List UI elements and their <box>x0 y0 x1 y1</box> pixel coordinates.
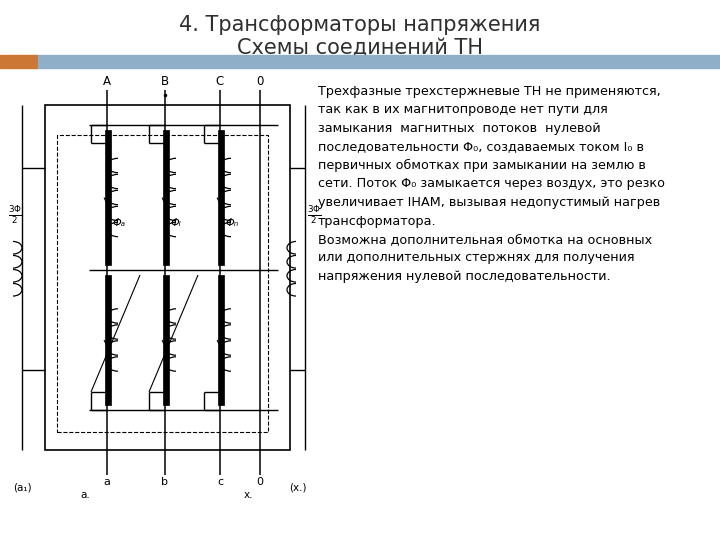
Text: Возможна дополнительная обмотка на основных: Возможна дополнительная обмотка на основ… <box>318 233 652 246</box>
Text: сети. Поток Φ₀ замыкается через воздух, это резко: сети. Поток Φ₀ замыкается через воздух, … <box>318 178 665 191</box>
Text: b: b <box>161 477 168 487</box>
Text: Трехфазные трехстержневые ТН не применяются,: Трехфазные трехстержневые ТН не применяю… <box>318 85 661 98</box>
Bar <box>218 275 224 405</box>
Text: Схемы соединений ТН: Схемы соединений ТН <box>237 38 483 58</box>
Text: 4. Трансформаторы напряжения: 4. Трансформаторы напряжения <box>179 15 541 35</box>
Text: первичных обмотках при замыкании на землю в: первичных обмотках при замыкании на земл… <box>318 159 646 172</box>
Text: Φₙ: Φₙ <box>225 218 238 227</box>
Text: $\frac{3\Phi}{2}$: $\frac{3\Phi}{2}$ <box>8 204 22 226</box>
Text: A: A <box>103 75 111 88</box>
Text: напряжения нулевой последовательности.: напряжения нулевой последовательности. <box>318 270 611 283</box>
Text: Φₐ: Φₐ <box>112 218 125 227</box>
Bar <box>57 135 268 432</box>
Text: 0: 0 <box>256 477 264 487</box>
Bar <box>218 130 224 265</box>
Bar <box>105 275 111 405</box>
Bar <box>163 275 169 405</box>
Text: трансформатора.: трансформатора. <box>318 214 436 227</box>
Text: a.: a. <box>80 490 90 500</box>
Bar <box>45 105 290 450</box>
Text: 0: 0 <box>256 75 264 88</box>
Text: Φₗ: Φₗ <box>170 218 181 227</box>
Text: замыкания  магнитных  потоков  нулевой: замыкания магнитных потоков нулевой <box>318 122 600 135</box>
Bar <box>0 55 38 68</box>
Text: C: C <box>216 75 224 88</box>
Text: c: c <box>217 477 223 487</box>
Text: $\frac{3\Phi}{2}$: $\frac{3\Phi}{2}$ <box>307 204 321 226</box>
Bar <box>105 130 111 265</box>
Text: (a₁): (a₁) <box>13 482 31 492</box>
Text: последовательности Φ₀, создаваемых током I₀ в: последовательности Φ₀, создаваемых током… <box>318 140 644 153</box>
Text: или дополнительных стержнях для получения: или дополнительных стержнях для получени… <box>318 252 634 265</box>
Text: a: a <box>104 477 110 487</box>
Text: (x.): (x.) <box>289 482 307 492</box>
Text: увеличивает IНАМ, вызывая недопустимый нагрев: увеличивает IНАМ, вызывая недопустимый н… <box>318 196 660 209</box>
Bar <box>163 130 169 265</box>
Text: так как в их магнитопроводе нет пути для: так как в их магнитопроводе нет пути для <box>318 104 608 117</box>
Bar <box>38 55 720 68</box>
Text: B: B <box>161 75 169 88</box>
Text: x.: x. <box>243 490 253 500</box>
